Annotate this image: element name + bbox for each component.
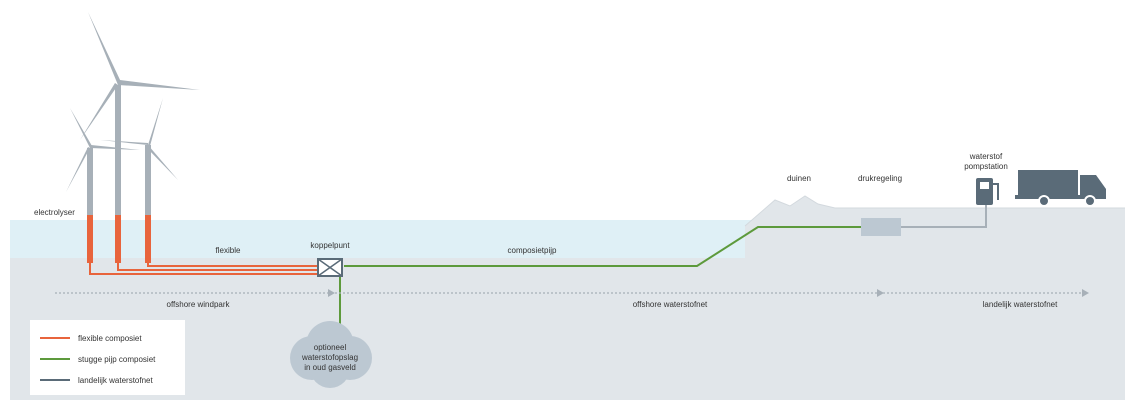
onshore-pipe [901, 200, 987, 228]
blade [146, 145, 178, 180]
tower [87, 148, 93, 263]
label: pompstation [964, 162, 1008, 171]
label: electrolyser [34, 208, 75, 217]
label: duinen [787, 174, 811, 183]
legend-label: flexible composiet [78, 334, 142, 343]
tower [115, 85, 121, 263]
pipe [147, 262, 318, 267]
legend-label: landelijk waterstofnet [78, 376, 153, 385]
truck [1015, 170, 1106, 207]
zone-label: offshore waterstofnet [633, 300, 708, 309]
blade [100, 140, 148, 145]
label: koppelpunt [310, 241, 350, 250]
storage-label: optioneel [314, 343, 347, 352]
blade [148, 98, 163, 146]
pressure-regulator [861, 218, 901, 236]
blade [90, 145, 140, 150]
legend-items: flexible composiet stugge pijp composiet l… [40, 334, 156, 385]
label: flexible [216, 246, 241, 255]
pump-station [976, 178, 999, 205]
electrolysers [87, 215, 151, 263]
gas-field [290, 321, 372, 388]
storage-label: in oud gasveld [304, 363, 356, 372]
flexible-pipes [89, 262, 318, 275]
blade [80, 83, 118, 140]
electrolyser [115, 215, 121, 263]
blade [88, 12, 121, 85]
tower [145, 145, 151, 263]
blade [118, 80, 200, 90]
seabed [10, 258, 1125, 400]
electrolyser [87, 215, 93, 263]
land-edge [744, 195, 1125, 227]
zone-label: offshore windpark [167, 300, 231, 309]
label: drukregeling [858, 174, 902, 183]
composite-pipe [344, 226, 862, 267]
blade [70, 108, 92, 148]
pipe [117, 262, 318, 271]
legend-label: stugge pijp composiet [78, 355, 156, 364]
pipe [89, 262, 318, 275]
blade [66, 147, 90, 192]
coupling-point [317, 258, 343, 277]
sea [10, 220, 770, 260]
zone-label: landelijk waterstofnet [983, 300, 1058, 309]
electrolyser [145, 215, 151, 263]
label: composietpijp [508, 246, 557, 255]
wind-turbines [66, 12, 200, 263]
zone-arrows [328, 289, 1089, 297]
label: waterstof [969, 152, 1003, 161]
storage-label: waterstofopslag [301, 353, 358, 362]
legend [30, 320, 185, 395]
